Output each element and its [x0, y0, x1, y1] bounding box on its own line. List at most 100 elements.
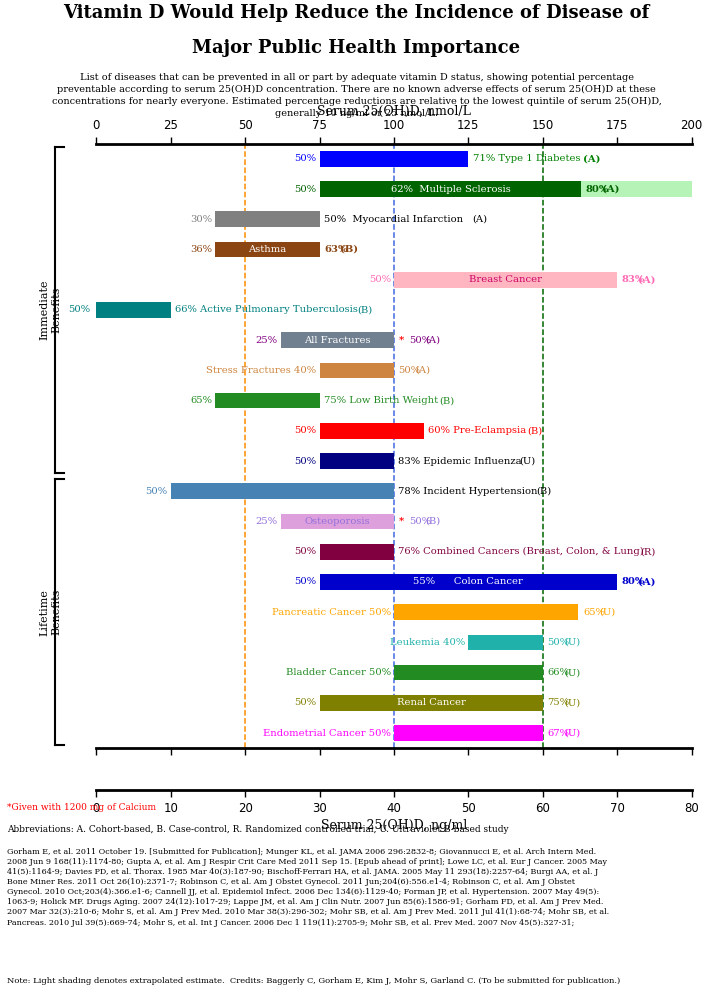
Text: 50%: 50% — [294, 547, 317, 556]
Text: 50%: 50% — [548, 638, 570, 647]
Bar — [96, 302, 170, 318]
Text: 30%: 30% — [190, 215, 212, 224]
X-axis label: Serum 25(OH)D, nmol/L: Serum 25(OH)D, nmol/L — [317, 105, 471, 118]
Bar — [215, 392, 319, 408]
Text: 50%: 50% — [409, 336, 431, 345]
Text: (U): (U) — [564, 728, 580, 737]
Text: 71% Type 1 Diabetes: 71% Type 1 Diabetes — [473, 155, 583, 164]
Text: Immediate
Benefits: Immediate Benefits — [39, 279, 61, 340]
Text: 50%: 50% — [294, 155, 317, 164]
Text: 60% Pre-Eclampsia: 60% Pre-Eclampsia — [429, 426, 530, 435]
Text: 25%: 25% — [256, 517, 278, 526]
Text: 83% Epidemic Influenza: 83% Epidemic Influenza — [399, 457, 522, 466]
Text: 76% Combined Cancers (Breast, Colon, & Lung): 76% Combined Cancers (Breast, Colon, & L… — [399, 547, 644, 556]
Text: 67%: 67% — [548, 728, 569, 737]
Bar — [215, 211, 319, 227]
Text: 66% Active Pulmonary Tuberculosis: 66% Active Pulmonary Tuberculosis — [175, 305, 358, 314]
Text: 80%: 80% — [622, 578, 645, 587]
Text: 50%  Myocardial Infarction: 50% Myocardial Infarction — [324, 215, 466, 224]
Text: (A): (A) — [583, 155, 600, 164]
Bar — [319, 574, 617, 590]
Text: 65%: 65% — [190, 396, 212, 405]
Bar — [394, 665, 543, 681]
Text: 63%: 63% — [324, 245, 347, 254]
Text: 78% Incident Hypertension: 78% Incident Hypertension — [399, 487, 538, 496]
Text: Leukemia 40%: Leukemia 40% — [390, 638, 466, 647]
Text: 83%: 83% — [622, 275, 645, 284]
Text: Gorham E, et al. 2011 October 19. [Submitted for Publication]; Munger KL, et al.: Gorham E, et al. 2011 October 19. [Submi… — [7, 848, 609, 927]
Text: 50%: 50% — [294, 699, 317, 708]
X-axis label: Serum 25(OH)D, ng/ml: Serum 25(OH)D, ng/ml — [321, 819, 467, 831]
Text: *: * — [399, 517, 404, 526]
Bar — [319, 695, 543, 711]
Text: (U): (U) — [520, 457, 535, 466]
Text: Lifetime
Benefits: Lifetime Benefits — [39, 589, 61, 635]
Text: 50%: 50% — [399, 366, 421, 375]
Text: 50%: 50% — [409, 517, 431, 526]
Text: 75% Low Birth Weight: 75% Low Birth Weight — [324, 396, 441, 405]
Text: 50%: 50% — [294, 184, 317, 193]
Text: (A): (A) — [638, 578, 656, 587]
Text: (B): (B) — [426, 517, 441, 526]
Bar — [582, 181, 692, 197]
Text: Stress Fractures 40%: Stress Fractures 40% — [206, 366, 317, 375]
Bar — [468, 634, 543, 650]
Text: 50%: 50% — [145, 487, 168, 496]
Text: 55%      Colon Cancer: 55% Colon Cancer — [414, 578, 523, 587]
Bar — [281, 513, 394, 529]
Text: Renal Cancer: Renal Cancer — [396, 699, 466, 708]
Bar — [394, 725, 543, 741]
Text: *Given with 1200 mg of Calcium: *Given with 1200 mg of Calcium — [7, 803, 156, 812]
Text: (B): (B) — [357, 305, 372, 314]
Bar — [394, 272, 617, 287]
Text: 25%: 25% — [256, 336, 278, 345]
Bar — [319, 453, 394, 469]
Bar — [319, 181, 582, 197]
Text: 66%: 66% — [548, 668, 569, 677]
Bar — [319, 151, 468, 166]
Bar — [170, 484, 394, 499]
Text: 50%: 50% — [294, 426, 317, 435]
Text: (U): (U) — [564, 668, 580, 677]
Text: (B): (B) — [341, 245, 359, 254]
Bar — [319, 363, 394, 379]
Bar — [319, 423, 424, 439]
Text: 50%: 50% — [294, 457, 317, 466]
Bar — [394, 605, 578, 620]
Text: 80%: 80% — [586, 184, 610, 193]
Text: (U): (U) — [564, 638, 580, 647]
Text: Note: Light shading denotes extrapolated estimate.  Credits: Baggerly C, Gorham : Note: Light shading denotes extrapolated… — [7, 977, 620, 985]
Text: Major Public Health Importance: Major Public Health Importance — [193, 39, 520, 56]
Text: 65%: 65% — [583, 607, 605, 616]
Text: All Fractures: All Fractures — [304, 336, 371, 345]
Text: Vitamin D Would Help Reduce the Incidence of Disease of: Vitamin D Would Help Reduce the Incidenc… — [63, 4, 650, 22]
Text: 62%  Multiple Sclerosis: 62% Multiple Sclerosis — [391, 184, 511, 193]
Text: List of diseases that can be prevented in all or part by adequate vitamin D stat: List of diseases that can be prevented i… — [51, 73, 662, 118]
Text: *: * — [399, 336, 404, 345]
Text: Osteoporosis: Osteoporosis — [304, 517, 370, 526]
Text: (A): (A) — [415, 366, 430, 375]
Text: (R): (R) — [641, 547, 656, 556]
Text: 50%: 50% — [294, 578, 317, 587]
Text: Breast Cancer: Breast Cancer — [469, 275, 542, 284]
Text: 75%: 75% — [548, 699, 570, 708]
Text: (B): (B) — [440, 396, 455, 405]
Text: Bladder Cancer 50%: Bladder Cancer 50% — [286, 668, 391, 677]
Bar — [215, 242, 319, 258]
Text: Pancreatic Cancer 50%: Pancreatic Cancer 50% — [272, 607, 391, 616]
Text: (A): (A) — [426, 336, 441, 345]
Text: (A): (A) — [473, 215, 488, 224]
Text: (B): (B) — [528, 426, 543, 435]
Text: (A): (A) — [638, 275, 656, 284]
Text: (U): (U) — [600, 607, 616, 616]
Text: (U): (U) — [564, 699, 580, 708]
Bar — [281, 332, 394, 348]
Text: Endometrial Cancer 50%: Endometrial Cancer 50% — [263, 728, 391, 737]
Text: Asthma: Asthma — [248, 245, 287, 254]
Text: Abbreviations: A. Cohort-based, B. Case-control, R. Randomized controlled trial,: Abbreviations: A. Cohort-based, B. Case-… — [7, 826, 509, 834]
Bar — [319, 544, 394, 560]
Text: 50%: 50% — [369, 275, 391, 284]
Text: (B): (B) — [536, 487, 551, 496]
Text: 36%: 36% — [190, 245, 212, 254]
Text: 50%: 50% — [68, 305, 91, 314]
